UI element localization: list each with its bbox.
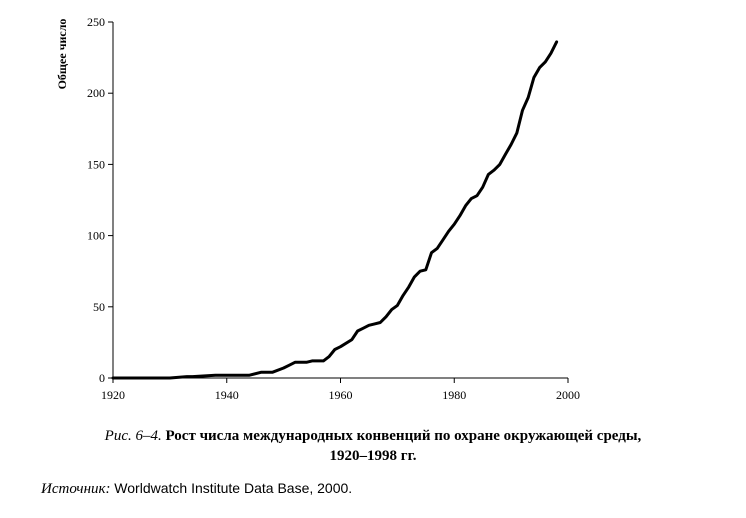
source-label: Источник:	[41, 481, 111, 497]
y-ticks: 0 50 100 150 200 250	[87, 15, 113, 385]
chart: Общее число 0 50 100 150 200 250 1920 1940 1960…	[55, 15, 580, 402]
y-tick-label: 0	[99, 371, 105, 385]
y-tick-label: 250	[87, 15, 105, 29]
axes	[112, 22, 568, 379]
x-tick-label: 1980	[442, 388, 466, 402]
source-note: Источник: Worldwatch Institute Data Base…	[41, 480, 352, 498]
y-tick-label: 150	[87, 157, 105, 171]
x-ticks: 1920 1940 1960 1980 2000	[101, 378, 580, 402]
x-tick-label: 2000	[556, 388, 580, 402]
x-tick-label: 1920	[101, 388, 125, 402]
y-tick-label: 200	[87, 86, 105, 100]
caption-years: 1920–1998 гг.	[329, 448, 417, 464]
series-line	[111, 40, 559, 380]
source-text: Worldwatch Institute Data Base, 2000.	[114, 480, 353, 496]
x-tick-label: 1940	[215, 388, 239, 402]
caption-title: Рост числа международных конвенций по ох…	[165, 428, 642, 444]
y-tick-label: 100	[87, 229, 105, 243]
figure-caption: Рис. 6–4. Рост числа международных конве…	[0, 426, 746, 446]
y-tick-label: 50	[93, 300, 105, 314]
x-tick-label: 1960	[329, 388, 353, 402]
caption-prefix: Рис. 6–4.	[104, 428, 162, 444]
y-axis-label: Общее число	[55, 19, 69, 90]
